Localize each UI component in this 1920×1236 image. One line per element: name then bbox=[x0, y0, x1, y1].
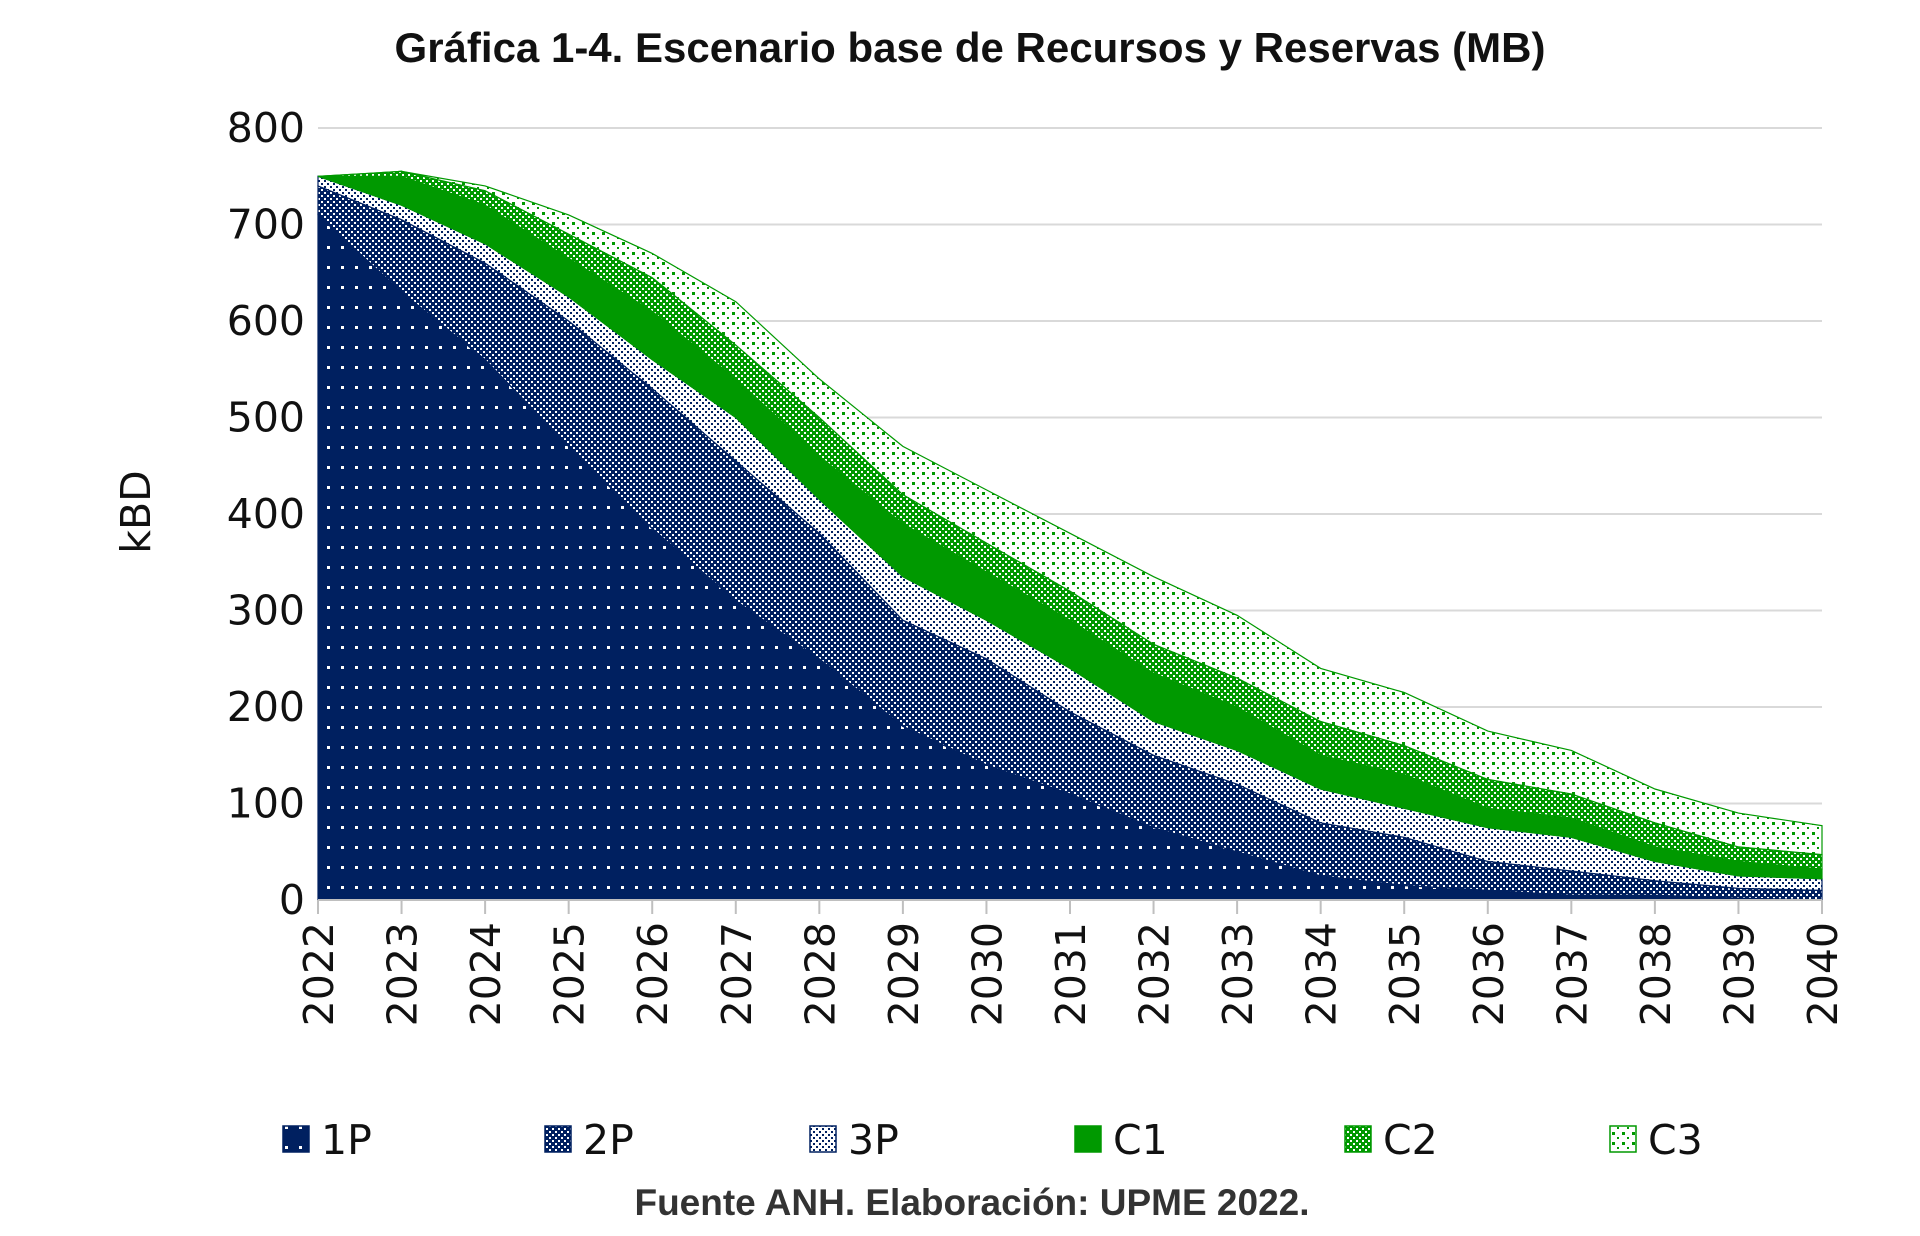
legend-label: 1P bbox=[321, 1116, 372, 1164]
y-tick-label: 500 bbox=[227, 394, 305, 442]
x-tick-label: 2024 bbox=[462, 922, 510, 1026]
legend-item-c1: C1 bbox=[1074, 1116, 1168, 1164]
legend-swatch bbox=[1074, 1125, 1102, 1153]
x-tick-label: 2034 bbox=[1298, 922, 1346, 1026]
x-tick-label: 2039 bbox=[1715, 922, 1763, 1026]
x-axis: 2022 2023 2024 2025 2026 2027 2028 2029 2030 2031… bbox=[295, 899, 1847, 1026]
legend-label: C1 bbox=[1113, 1116, 1168, 1164]
x-tick-label: 2031 bbox=[1047, 922, 1095, 1026]
legend: 1P 2P 3P C1 C2 C3 bbox=[282, 1116, 1703, 1164]
y-axis-label: kBD bbox=[112, 470, 160, 553]
y-tick-label: 700 bbox=[227, 201, 305, 249]
legend-label: 2P bbox=[583, 1116, 634, 1164]
x-tick-label: 2033 bbox=[1214, 922, 1262, 1026]
y-tick-label: 0 bbox=[279, 876, 305, 924]
x-tick-label: 2037 bbox=[1548, 922, 1596, 1026]
y-tick-label: 400 bbox=[227, 490, 305, 538]
x-tick-label: 2035 bbox=[1381, 922, 1429, 1026]
x-tick-label: 2023 bbox=[379, 922, 427, 1026]
x-tick-label: 2036 bbox=[1465, 922, 1513, 1026]
legend-label: C3 bbox=[1648, 1116, 1703, 1164]
x-tick-label: 2030 bbox=[963, 922, 1011, 1026]
legend-swatch bbox=[1609, 1125, 1637, 1153]
legend-swatch bbox=[544, 1125, 572, 1153]
x-tick-label: 2038 bbox=[1632, 922, 1680, 1026]
legend-item-c2: C2 bbox=[1344, 1116, 1438, 1164]
y-tick-label: 200 bbox=[227, 683, 305, 731]
legend-item-3p: 3P bbox=[809, 1116, 899, 1164]
y-tick-label: 100 bbox=[227, 780, 305, 828]
x-tick-label: 2025 bbox=[546, 922, 594, 1026]
x-tick-label: 2040 bbox=[1799, 922, 1847, 1026]
y-tick-label: 800 bbox=[227, 104, 305, 152]
x-tick-label: 2029 bbox=[880, 922, 928, 1026]
legend-item-c3: C3 bbox=[1609, 1116, 1703, 1164]
area-c3 bbox=[317, 170, 1823, 856]
legend-item-2p: 2P bbox=[544, 1116, 634, 1164]
stacked-areas bbox=[317, 170, 1823, 901]
legend-item-1p: 1P bbox=[282, 1116, 372, 1164]
legend-swatch bbox=[282, 1125, 310, 1153]
y-tick-label: 300 bbox=[227, 587, 305, 635]
y-axis-ticks: 0 100 200 300 400 500 600 700 800 bbox=[227, 104, 305, 924]
y-tick-label: 600 bbox=[227, 297, 305, 345]
chart-title: Gráfica 1-4. Escenario base de Recursos … bbox=[395, 24, 1546, 71]
x-tick-label: 2026 bbox=[629, 922, 677, 1026]
legend-label: 3P bbox=[848, 1116, 899, 1164]
x-tick-label: 2032 bbox=[1131, 922, 1179, 1026]
legend-swatch bbox=[1344, 1125, 1372, 1153]
x-tick-label: 2022 bbox=[295, 922, 343, 1026]
legend-label: C2 bbox=[1383, 1116, 1438, 1164]
x-tick-label: 2028 bbox=[796, 922, 844, 1026]
source-note: Fuente ANH. Elaboración: UPME 2022. bbox=[634, 1182, 1309, 1223]
legend-swatch bbox=[809, 1125, 837, 1153]
x-tick-label: 2027 bbox=[713, 922, 761, 1026]
